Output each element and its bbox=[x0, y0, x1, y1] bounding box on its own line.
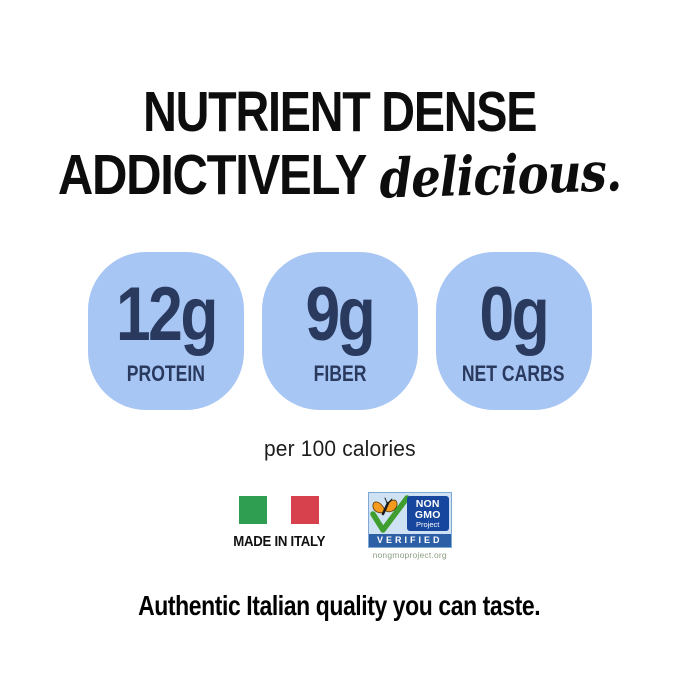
non-gmo-word-non: NON bbox=[415, 498, 440, 511]
non-gmo-seal: NON GMO Project VERIFIED bbox=[367, 492, 452, 548]
non-gmo-text-box: NON GMO Project bbox=[406, 496, 449, 531]
headline-line-1: NUTRIENT DENSE bbox=[142, 80, 537, 144]
footer-tagline: Authentic Italian quality you can taste. bbox=[138, 590, 541, 621]
non-gmo-butterfly-icon bbox=[369, 495, 410, 533]
stat-tile-protein: 12g PROTEIN bbox=[87, 252, 244, 410]
badges-row: MADE IN ITALY NON GMO Project bbox=[227, 492, 452, 560]
stat-label: NET CARBS bbox=[462, 361, 565, 387]
non-gmo-verified-bar: VERIFIED bbox=[368, 534, 451, 547]
stat-tiles-row: 12g PROTEIN 9g FIBER 0g NET CARBS bbox=[87, 252, 592, 410]
non-gmo-project-badge: NON GMO Project VERIFIED nongmoproject.o… bbox=[367, 492, 452, 560]
stat-tile-net-carbs: 0g NET CARBS bbox=[435, 252, 592, 410]
non-gmo-url: nongmoproject.org bbox=[372, 550, 447, 560]
stat-label: FIBER bbox=[313, 361, 366, 387]
stat-value: 12g bbox=[115, 271, 217, 357]
non-gmo-word-gmo: GMO bbox=[414, 508, 441, 521]
italy-flag-green-band bbox=[239, 496, 268, 524]
headline-line-2-script: delicious. bbox=[378, 139, 622, 211]
stat-label: PROTEIN bbox=[126, 361, 205, 387]
headline: NUTRIENT DENSE ADDICTIVELY delicious. bbox=[12, 80, 667, 211]
non-gmo-seal-main: NON GMO Project bbox=[369, 493, 451, 534]
stat-value: 9g bbox=[305, 271, 376, 357]
made-in-italy-badge: MADE IN ITALY bbox=[227, 496, 331, 550]
headline-line-2: ADDICTIVELY delicious. bbox=[57, 139, 622, 211]
headline-line-2-bold: ADDICTIVELY bbox=[57, 143, 367, 207]
italy-flag-red-band bbox=[291, 496, 320, 524]
non-gmo-word-project: Project bbox=[416, 520, 440, 530]
stat-value: 0g bbox=[479, 271, 550, 357]
made-in-italy-label: MADE IN ITALY bbox=[233, 533, 326, 550]
italy-flag-icon bbox=[239, 496, 320, 524]
per-calories-note: per 100 calories bbox=[263, 436, 416, 461]
stat-tile-fiber: 9g FIBER bbox=[261, 252, 418, 410]
